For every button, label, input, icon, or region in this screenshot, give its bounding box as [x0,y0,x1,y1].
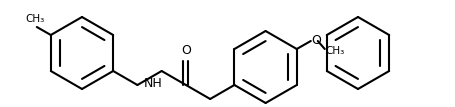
Text: O: O [311,33,321,47]
Text: NH: NH [143,77,162,89]
Text: CH₃: CH₃ [326,46,345,56]
Text: CH₃: CH₃ [25,14,45,24]
Text: O: O [181,44,191,57]
